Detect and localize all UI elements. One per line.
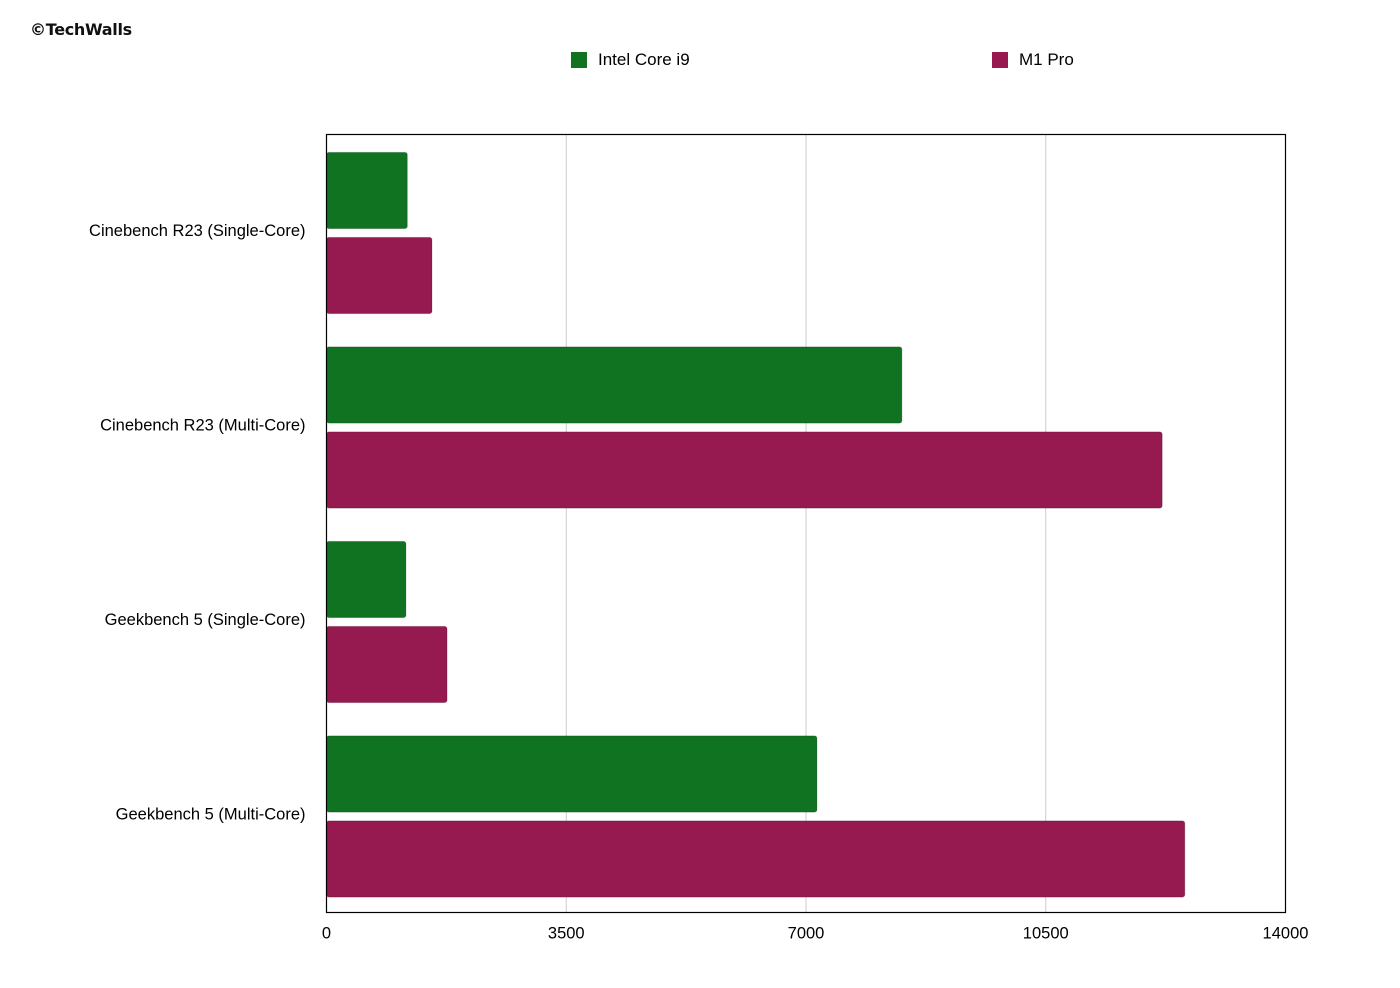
y-axis-categories: Cinebench R23 (Single-Core) Cinebench R23… [89,222,305,824]
legend-label-intel-core-i9: Intel Core i9 [598,50,690,69]
bar-intel-core-i9-geekbench-5-multi-core [326,735,818,813]
bar-m1-pro-cinebench-r23-multi-core [326,431,1163,509]
bar-m1-pro-cinebench-r23-single-core [326,236,433,315]
watermark: ©TechWalls [30,20,132,39]
x-tick-label-7000: 7000 [788,925,825,943]
bar-m1-pro-geekbench-5-multi-core [326,820,1186,898]
legend-label-m1-pro: M1 Pro [1019,50,1074,69]
category-label-geekbench-5-single-core: Geekbench 5 (Single-Core) [105,611,306,629]
legend-item-intel-core-i9: Intel Core i9 [571,50,690,70]
x-tick-label-3500: 3500 [548,925,585,943]
category-label-cinebench-r23-single-core: Cinebench R23 (Single-Core) [89,222,305,240]
bar-m1-pro-geekbench-5-single-core [326,625,448,704]
category-label-geekbench-5-multi-core: Geekbench 5 (Multi-Core) [116,806,306,824]
bar-intel-core-i9-cinebench-r23-single-core [326,151,408,230]
x-tick-label-0: 0 [322,925,331,943]
legend-swatch-m1-pro [992,52,1008,68]
x-axis-ticks: 0 3500 7000 10500 14000 [322,925,1309,943]
bars [326,151,1186,898]
category-label-cinebench-r23-multi-core: Cinebench R23 (Multi-Core) [100,417,305,435]
legend-swatch-intel-core-i9 [571,52,587,68]
plot-frame [325,133,1287,914]
bar-intel-core-i9-geekbench-5-single-core [326,540,407,619]
x-tick-label-10500: 10500 [1023,925,1069,943]
x-tick-label-14000: 14000 [1263,925,1309,943]
bar-intel-core-i9-cinebench-r23-multi-core [326,346,903,424]
legend-item-m1-pro: M1 Pro [992,50,1074,70]
